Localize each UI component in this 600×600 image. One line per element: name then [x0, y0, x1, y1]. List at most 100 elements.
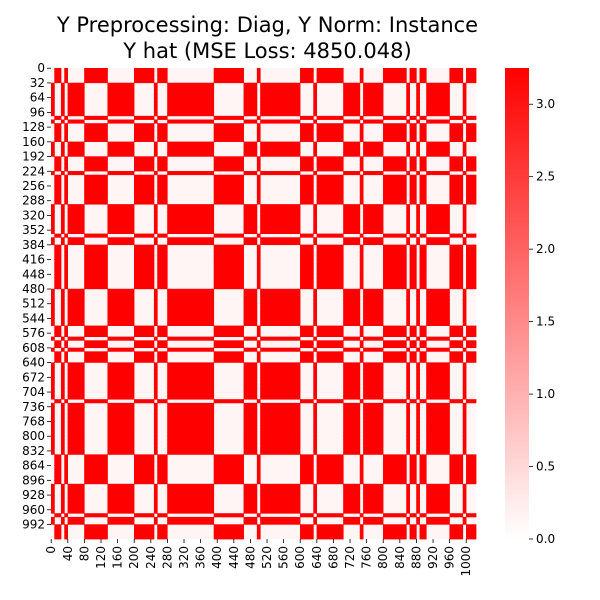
heatmap-cell: [51, 336, 55, 341]
heatmap-cell: [426, 483, 450, 488]
chart-title-line2: Y hat (MSE Loss: 4850.048): [123, 39, 412, 63]
heatmap-cell: [157, 458, 168, 463]
heatmap-cell: [313, 318, 318, 323]
heatmap-cell: [426, 516, 450, 521]
heatmap-cell: [462, 119, 467, 124]
heatmap-cell: [316, 325, 344, 330]
heatmap-cell: [383, 68, 407, 73]
heatmap-cell: [60, 314, 65, 319]
heatmap-cell: [462, 101, 467, 106]
heatmap-cell: [153, 240, 158, 246]
heatmap-cell: [153, 229, 158, 234]
heatmap-cell: [213, 285, 244, 290]
x-tick-label: 480: [243, 546, 257, 569]
heatmap-cell: [157, 332, 168, 338]
heatmap-cell: [51, 152, 55, 157]
heatmap-cell: [313, 498, 318, 503]
heatmap-cell: [243, 406, 258, 411]
heatmap-cell: [64, 185, 68, 190]
heatmap-cell: [64, 178, 68, 183]
heatmap-cell: [64, 476, 68, 481]
heatmap-cell: [84, 259, 108, 264]
heatmap-cell: [449, 263, 464, 268]
heatmap-cell: [107, 97, 135, 102]
heatmap-cell: [359, 465, 364, 470]
heatmap-cell: [243, 299, 258, 304]
heatmap-cell: [316, 185, 344, 190]
heatmap-cell: [406, 450, 410, 455]
heatmap-cell: [363, 310, 384, 315]
heatmap-cell: [409, 193, 417, 198]
heatmap-cell: [363, 303, 384, 308]
y-tick-label: 704: [22, 385, 45, 399]
heatmap-cell: [363, 483, 384, 488]
heatmap-cell: [313, 388, 318, 393]
heatmap-cell: [416, 424, 420, 430]
heatmap-cell: [54, 115, 62, 120]
heatmap-cell: [449, 454, 464, 459]
heatmap-cell: [67, 215, 85, 220]
heatmap-cell: [363, 171, 384, 176]
heatmap-cell: [383, 126, 407, 131]
heatmap-cell: [84, 134, 108, 139]
heatmap-cell: [363, 443, 384, 448]
heatmap-cell: [416, 421, 420, 426]
heatmap-cell: [383, 472, 407, 477]
heatmap-cell: [67, 413, 85, 418]
heatmap-cell: [426, 86, 450, 91]
heatmap-cell: [313, 410, 318, 415]
heatmap-cell: [449, 244, 464, 249]
heatmap-cell: [51, 292, 55, 297]
y-tick-label: 576: [22, 326, 45, 340]
heatmap-cell: [157, 182, 168, 187]
heatmap-cell: [363, 204, 384, 209]
heatmap-cell: [260, 380, 301, 385]
heatmap-cell: [60, 318, 65, 323]
x-tick-label: 920: [426, 546, 440, 569]
heatmap-cell: [84, 476, 108, 481]
heatmap-cell: [84, 71, 108, 76]
heatmap-cell: [107, 369, 135, 374]
heatmap-cell: [60, 520, 65, 525]
heatmap-cell: [60, 491, 65, 496]
heatmap-cell: [419, 399, 427, 404]
heatmap-cell: [466, 233, 477, 238]
heatmap-cell: [359, 182, 364, 187]
heatmap-cell: [51, 483, 55, 488]
heatmap-cell: [134, 263, 155, 268]
heatmap-cell: [256, 277, 261, 282]
heatmap-cell: [54, 277, 62, 282]
heatmap-cell: [84, 68, 108, 73]
heatmap-cell: [157, 71, 168, 76]
heatmap-cell: [153, 112, 158, 117]
heatmap-cell: [213, 332, 244, 338]
heatmap-cell: [300, 325, 314, 330]
x-tick-label: 640: [310, 546, 324, 569]
heatmap-cell: [419, 465, 427, 470]
heatmap-cell: [153, 417, 158, 422]
heatmap-cell: [409, 251, 417, 257]
heatmap-cell: [316, 285, 344, 290]
heatmap-cell: [213, 270, 244, 275]
heatmap-cell: [153, 395, 158, 400]
heatmap-cell: [243, 108, 258, 113]
heatmap-cell: [256, 134, 261, 139]
heatmap-cell: [406, 494, 410, 499]
heatmap-cell: [60, 380, 65, 385]
heatmap-cell: [300, 535, 314, 540]
heatmap-cell: [167, 509, 215, 514]
heatmap-cell: [134, 524, 155, 529]
heatmap-cell: [416, 112, 420, 117]
heatmap-cell: [406, 406, 410, 411]
heatmap-cell: [243, 148, 258, 154]
heatmap-cell: [54, 285, 62, 290]
heatmap-cell: [363, 402, 384, 407]
heatmap-cell: [363, 498, 384, 503]
heatmap-cell: [134, 178, 155, 183]
heatmap-cell: [426, 318, 450, 323]
heatmap-cell: [426, 388, 450, 393]
heatmap-cell: [67, 421, 85, 426]
heatmap-cell: [406, 148, 410, 154]
x-tick-label: 600: [293, 546, 307, 569]
heatmap-cell: [466, 531, 477, 536]
